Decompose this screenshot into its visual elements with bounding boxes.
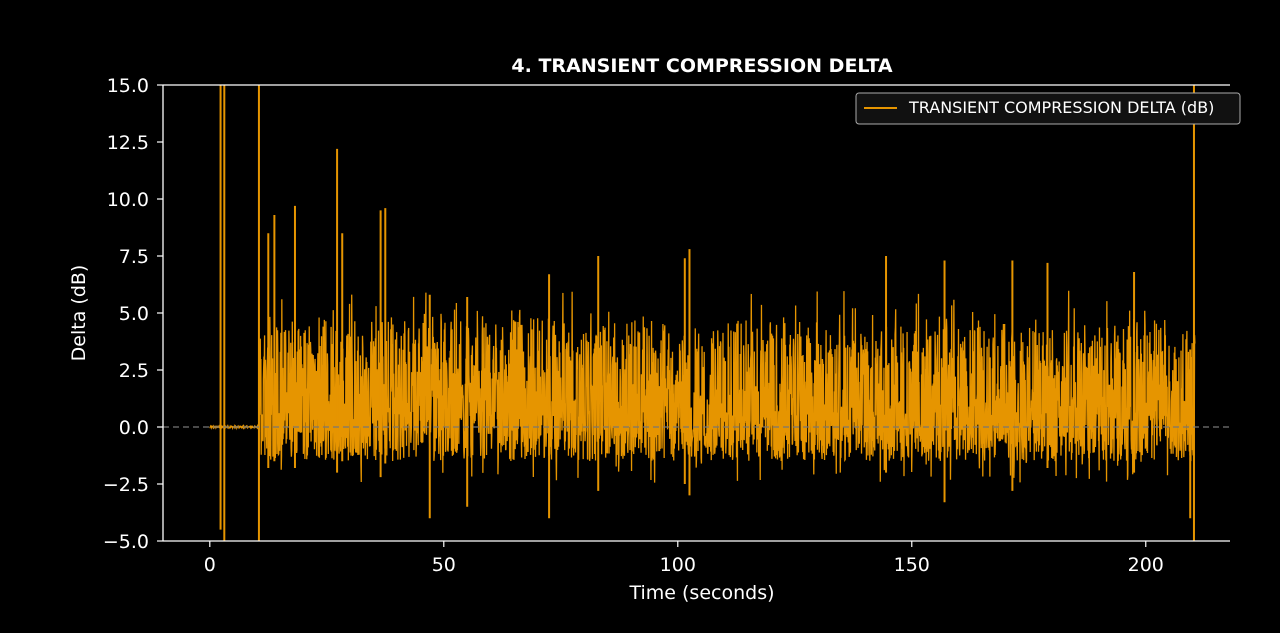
x-axis-ticks: 0 50 100 150 200 <box>204 541 1164 576</box>
plot-area <box>163 85 1230 541</box>
legend[interactable]: TRANSIENT COMPRESSION DELTA (dB) <box>855 92 1241 125</box>
x-tick-label: 0 <box>204 554 216 576</box>
x-tick-label: 50 <box>432 554 456 576</box>
y-tick-label: −2.5 <box>103 474 149 496</box>
y-tick-label: −5.0 <box>103 531 149 553</box>
series-layer <box>209 85 1196 541</box>
y-tick-label: 5.0 <box>119 303 149 325</box>
x-tick-label: 150 <box>894 554 930 576</box>
y-axis-label: Delta (dB) <box>68 265 90 362</box>
legend-box <box>855 92 1241 125</box>
y-tick-label: 12.5 <box>107 132 149 154</box>
legend-entry-label: TRANSIENT COMPRESSION DELTA (dB) <box>908 98 1214 117</box>
series-line <box>209 290 1196 483</box>
x-tick-label: 200 <box>1128 554 1164 576</box>
y-axis-ticks: −5.0 −2.5 0.0 2.5 5.0 7.5 10.0 12.5 15.0 <box>103 75 163 553</box>
y-tick-label: 15.0 <box>107 75 149 97</box>
y-tick-label: 10.0 <box>107 189 149 211</box>
y-tick-label: 2.5 <box>119 360 149 382</box>
y-tick-label: 0.0 <box>119 417 149 439</box>
x-tick-label: 100 <box>660 554 696 576</box>
x-axis-label: Time (seconds) <box>628 582 774 604</box>
y-tick-label: 7.5 <box>119 246 149 268</box>
chart-title: 4. TRANSIENT COMPRESSION DELTA <box>511 55 892 77</box>
